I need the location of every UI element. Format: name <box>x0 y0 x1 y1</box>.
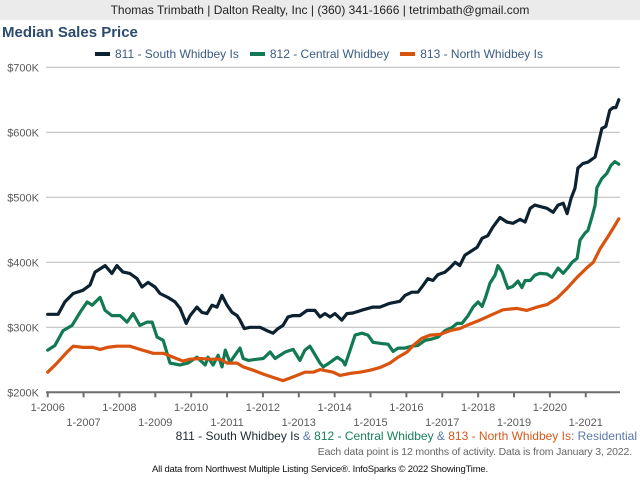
y-tick-label: $700K <box>7 62 39 74</box>
legend-item-812[interactable]: 812 - Central Whidbey <box>249 47 390 61</box>
legend-label-813: 813 - North Whidbey Is <box>420 47 543 61</box>
series-line-813 <box>46 217 621 383</box>
caption-813: 813 - North Whidbey Is <box>448 429 571 443</box>
x-tick-label: 1-2009 <box>138 417 172 429</box>
x-tick-label: 1-2020 <box>533 402 567 414</box>
x-tick-label: 1-2017 <box>425 417 459 429</box>
legend-swatch-813 <box>400 52 416 56</box>
caption-ampersand: & <box>433 429 449 443</box>
chart-title: Median Sales Price <box>2 24 138 41</box>
legend-item-811[interactable]: 811 - South Whidbey Is <box>95 47 239 61</box>
chart-legend: 811 - South Whidbey Is 812 - Central Whi… <box>95 46 554 62</box>
x-tick-label: 1-2012 <box>246 402 280 414</box>
legend-label-812: 812 - Central Whidbey <box>269 47 390 61</box>
y-tick-label: $400K <box>7 257 39 269</box>
x-axis <box>46 391 620 398</box>
x-tick-label: 1-2021 <box>569 417 603 429</box>
x-tick-label: 1-2008 <box>102 402 136 414</box>
y-tick-label: $600K <box>7 127 39 139</box>
y-tick-label: $200K <box>7 387 39 399</box>
legend-swatch-811 <box>95 52 110 56</box>
x-tick-label: 1-2006 <box>31 402 65 414</box>
gridlines <box>46 66 620 328</box>
caption-812: 812 - Central Whidbey <box>314 429 434 443</box>
legend-item-813[interactable]: 813 - North Whidbey Is <box>400 47 543 61</box>
series-line-812 <box>46 160 621 369</box>
data-note: Each data point is 12 months of activity… <box>317 446 632 458</box>
x-axis-labels: 1-20061-20071-20081-20091-20101-20111-20… <box>31 402 603 429</box>
x-tick-label: 1-2018 <box>461 402 495 414</box>
y-tick-label: $300K <box>7 322 39 334</box>
x-tick-label: 1-2014 <box>318 402 352 414</box>
caption-811: 811 - South Whidbey Is <box>175 429 300 443</box>
x-tick-label: 1-2010 <box>174 402 208 414</box>
legend-label-811: 811 - South Whidbey Is <box>115 47 239 61</box>
line-chart: $700K$600K$500K$400K$300K$200K 1-20061-2… <box>7 62 621 429</box>
source-footer: All data from Northwest Multiple Listing… <box>152 464 488 475</box>
chart-caption: 811 - South Whidbey Is & 812 - Central W… <box>176 429 637 443</box>
y-axis-labels: $700K $600K $500K $400K $300K $200K <box>7 62 39 399</box>
x-tick-label: 1-2015 <box>353 417 387 429</box>
contact-header: Thomas Trimbath | Dalton Realty, Inc | (… <box>0 0 640 20</box>
caption-suffix: : Residential <box>570 429 637 443</box>
x-tick-label: 1-2007 <box>66 417 100 429</box>
x-tick-label: 1-2011 <box>210 417 243 429</box>
legend-swatch-812 <box>249 52 265 56</box>
series-lines <box>46 98 621 383</box>
x-tick-label: 1-2019 <box>497 417 531 429</box>
y-tick-label: $500K <box>7 192 39 204</box>
x-tick-label: 1-2013 <box>282 417 316 429</box>
caption-ampersand: & <box>299 429 315 443</box>
series-line-811 <box>46 98 621 335</box>
x-tick-label: 1-2016 <box>389 402 423 414</box>
